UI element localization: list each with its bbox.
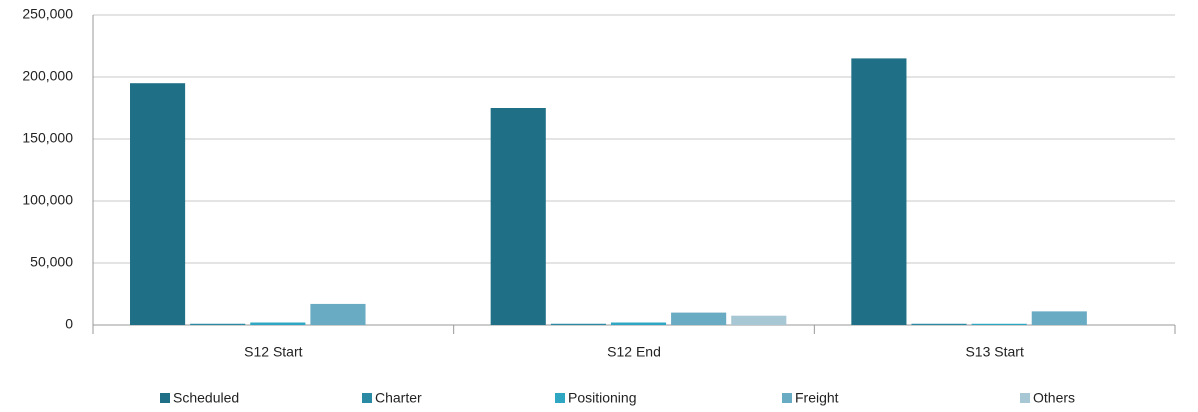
y-tick-label: 50,000 xyxy=(30,254,73,270)
legend-swatch xyxy=(782,393,792,403)
bar xyxy=(550,323,606,325)
bar xyxy=(911,323,967,325)
bar xyxy=(310,303,366,325)
legend-swatch xyxy=(362,393,372,403)
bar xyxy=(250,322,306,325)
legend-label: Positioning xyxy=(568,390,637,406)
y-tick-label: 100,000 xyxy=(22,192,73,208)
legend-swatch xyxy=(555,393,565,403)
bar xyxy=(610,322,667,325)
y-tick-label: 200,000 xyxy=(22,68,73,84)
legend-label: Freight xyxy=(795,390,839,406)
legend-label: Scheduled xyxy=(173,390,239,406)
bar xyxy=(490,108,546,325)
legend-label: Charter xyxy=(375,390,422,406)
legend-swatch xyxy=(1020,393,1030,403)
x-tick-label: S12 Start xyxy=(244,344,302,360)
bar xyxy=(1031,311,1087,325)
legend-label: Others xyxy=(1033,390,1075,406)
bar xyxy=(851,58,907,326)
bar xyxy=(190,323,246,325)
bar xyxy=(731,315,787,325)
bar xyxy=(130,83,186,325)
x-tick-label: S12 End xyxy=(607,344,661,360)
legend-swatch xyxy=(160,393,170,403)
y-tick-label: 0 xyxy=(65,316,73,332)
x-tick-label: S13 Start xyxy=(965,344,1023,360)
bar xyxy=(971,323,1027,325)
bar xyxy=(671,312,727,325)
y-tick-label: 150,000 xyxy=(22,130,73,146)
y-tick-label: 250,000 xyxy=(22,6,73,22)
